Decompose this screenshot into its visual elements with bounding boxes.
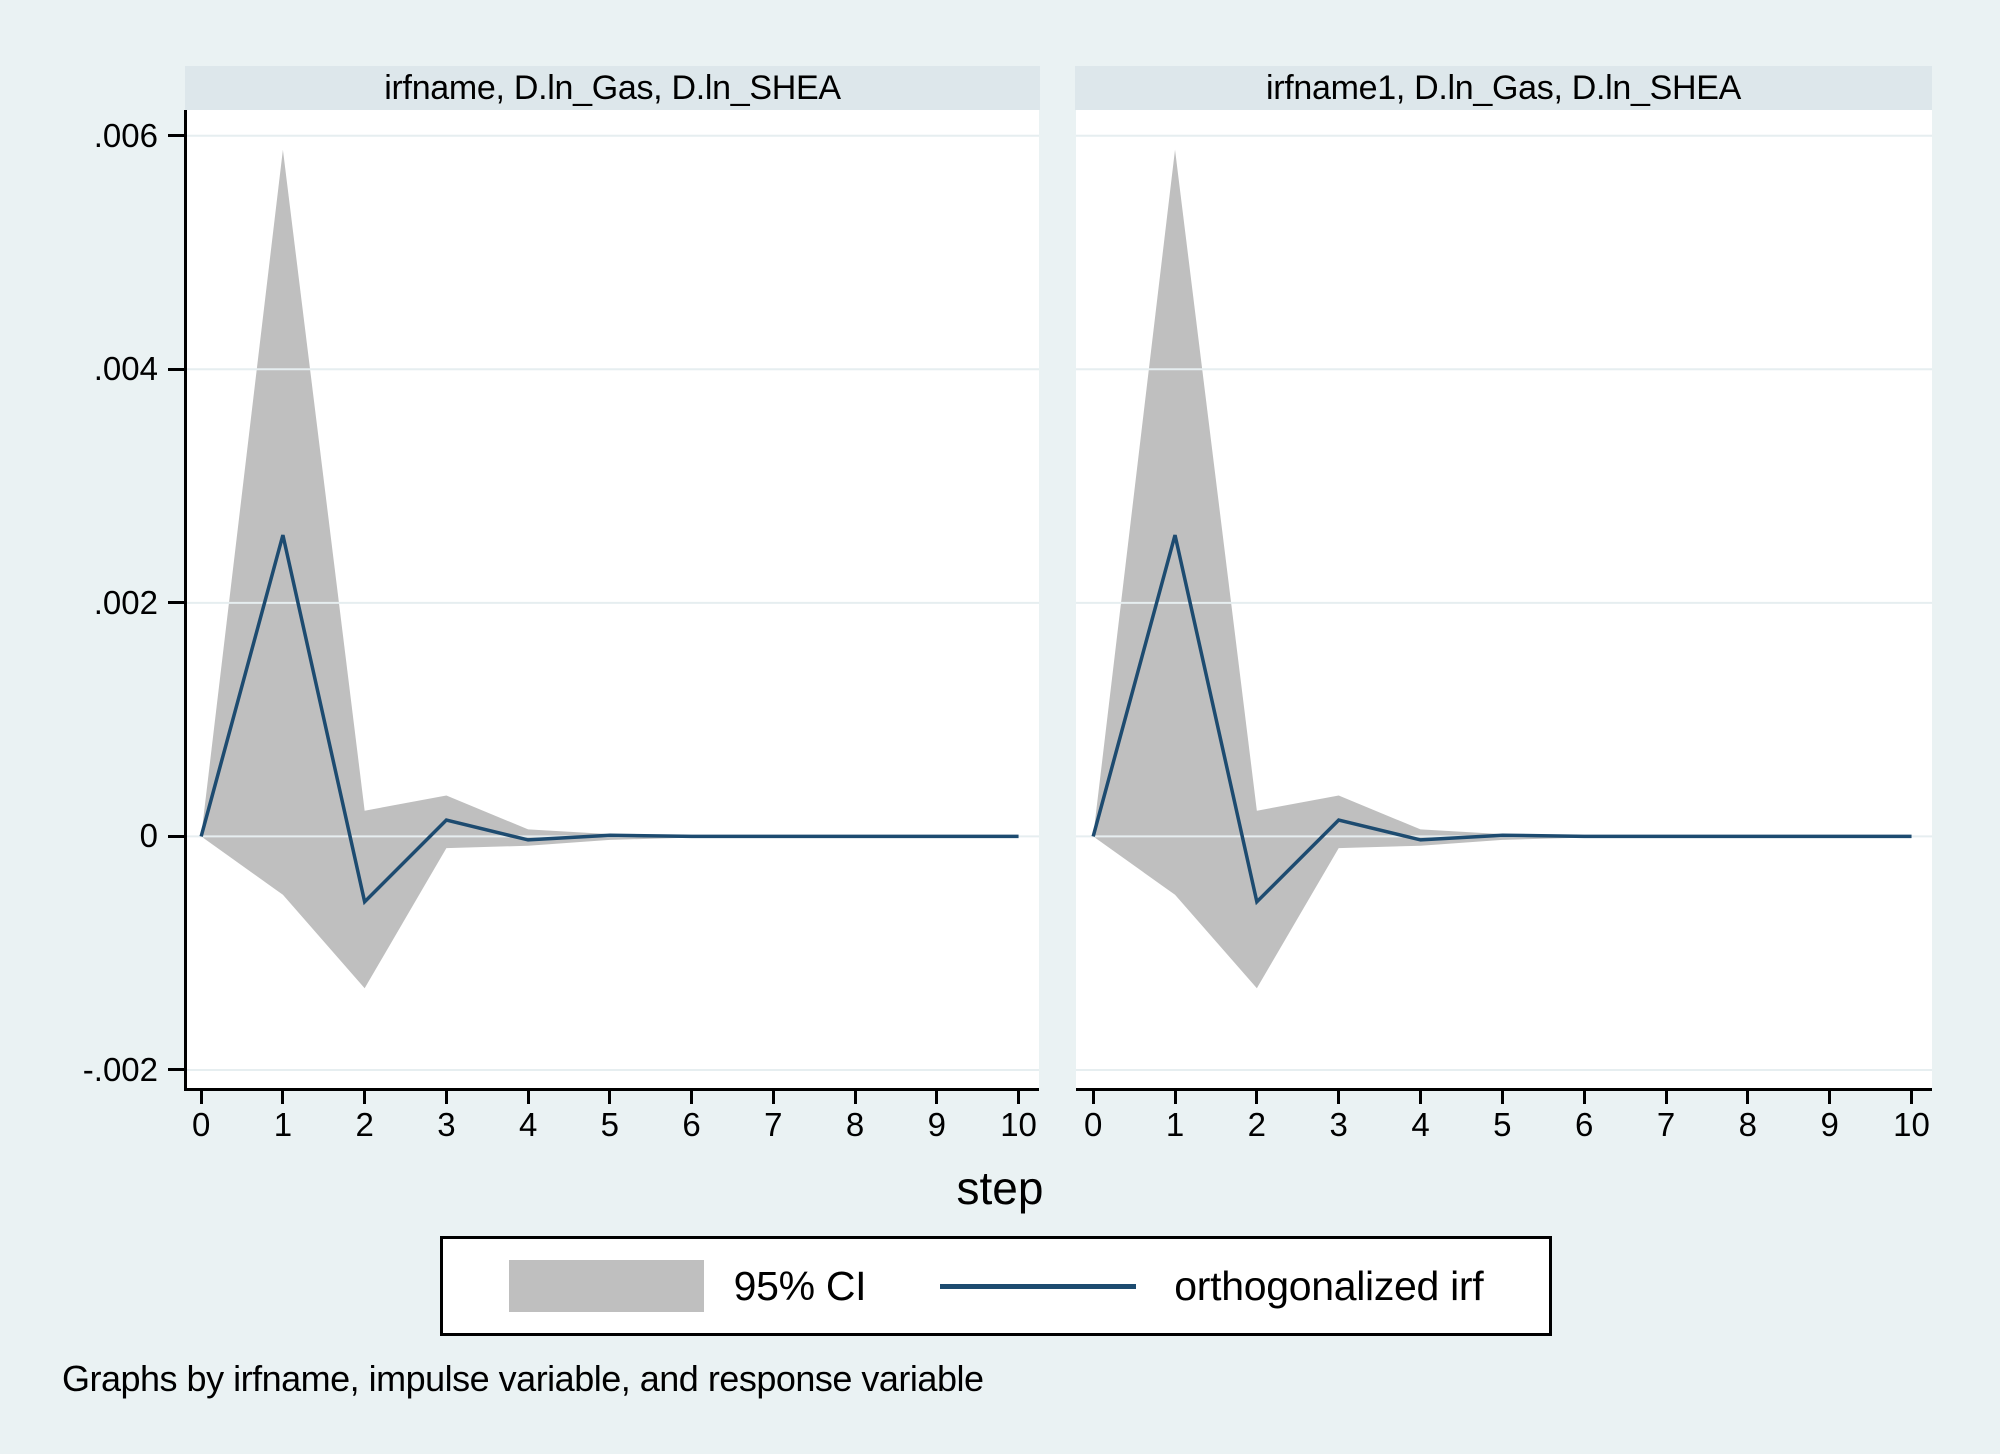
x-tick-label: 6 — [682, 1106, 701, 1143]
x-tick-mark — [1582, 1091, 1586, 1104]
x-tick-label: 9 — [927, 1106, 946, 1143]
x-tick-label: 0 — [191, 1106, 211, 1143]
y-tick-label: 0 — [139, 817, 158, 855]
x-tick-mark — [526, 1091, 530, 1104]
x-tick-label: 5 — [600, 1106, 620, 1143]
y-tick-mark — [168, 601, 184, 605]
x-tick-label: 3 — [437, 1106, 456, 1143]
x-axis-title: step — [956, 1162, 1044, 1214]
x-tick-mark — [1828, 1091, 1832, 1104]
y-tick-label: .004 — [93, 350, 158, 388]
x-tick-label: 5 — [1493, 1106, 1512, 1143]
x-tick-label: 8 — [1738, 1106, 1758, 1143]
y-tick-label: -.002 — [82, 1050, 158, 1088]
x-tick-mark — [444, 1091, 448, 1104]
ci-area — [201, 149, 1019, 989]
x-tick-mark — [1255, 1091, 1259, 1104]
x-tick-label: 3 — [1329, 1106, 1348, 1143]
panel-title-right: irfname1, D.ln_Gas, D.ln_SHEA — [1075, 66, 1932, 110]
x-tick-label: 7 — [1656, 1106, 1676, 1143]
x-tick-mark — [935, 1091, 939, 1104]
x-tick-label: 0 — [1083, 1106, 1103, 1143]
y-tick-mark — [168, 367, 184, 371]
y-tick-mark — [168, 1068, 184, 1072]
panel-title-left: irfname, D.ln_Gas, D.ln_SHEA — [185, 66, 1040, 110]
ci-legend-label: 95% CI — [733, 1262, 867, 1309]
irf-line — [1091, 534, 1912, 906]
x-tick-mark — [853, 1091, 857, 1104]
x-tick-label: 6 — [1575, 1106, 1594, 1143]
x-tick-label: 2 — [1247, 1106, 1267, 1143]
x-tick-label: 10 — [1000, 1106, 1037, 1143]
x-tick-mark — [690, 1091, 694, 1104]
x-tick-label: 4 — [518, 1106, 538, 1143]
x-tick-mark — [1664, 1091, 1668, 1104]
x-tick-mark — [363, 1091, 367, 1104]
figure-caption: Graphs by irfname, impulse variable, and… — [62, 1358, 984, 1399]
x-tick-mark — [1017, 1091, 1021, 1104]
plot-area-left — [184, 110, 1039, 1091]
ci-swatch — [508, 1260, 704, 1312]
ci-area — [1093, 149, 1912, 989]
plot-area-right — [1076, 110, 1932, 1091]
x-tick-mark — [771, 1091, 775, 1104]
x-tick-mark — [281, 1091, 285, 1104]
x-tick-mark — [199, 1091, 203, 1104]
y-tick-label: .006 — [93, 116, 158, 154]
y-tick-mark — [168, 134, 184, 138]
y-tick-label: .002 — [93, 583, 158, 621]
x-tick-label: 1 — [273, 1106, 293, 1143]
x-tick-mark — [1500, 1091, 1504, 1104]
x-tick-mark — [608, 1091, 612, 1104]
legend: 95% CI orthogonalized irf — [440, 1236, 1552, 1336]
x-tick-label: 7 — [764, 1106, 783, 1143]
x-tick-mark — [1419, 1091, 1423, 1104]
x-tick-mark — [1091, 1091, 1095, 1104]
x-tick-mark — [1910, 1091, 1914, 1104]
x-tick-label: 2 — [355, 1106, 374, 1143]
x-tick-mark — [1337, 1091, 1341, 1104]
x-tick-label: 9 — [1820, 1106, 1839, 1143]
y-tick-mark — [168, 834, 184, 838]
irf-line — [199, 534, 1019, 906]
irf-legend-label: orthogonalized irf — [1174, 1262, 1484, 1309]
irf-line-sample — [940, 1283, 1137, 1289]
x-tick-mark — [1173, 1091, 1177, 1104]
x-tick-mark — [1746, 1091, 1750, 1104]
x-tick-label: 8 — [845, 1106, 865, 1143]
x-tick-label: 4 — [1411, 1106, 1430, 1143]
x-tick-label: 10 — [1893, 1106, 1930, 1143]
x-tick-label: 1 — [1165, 1106, 1185, 1143]
